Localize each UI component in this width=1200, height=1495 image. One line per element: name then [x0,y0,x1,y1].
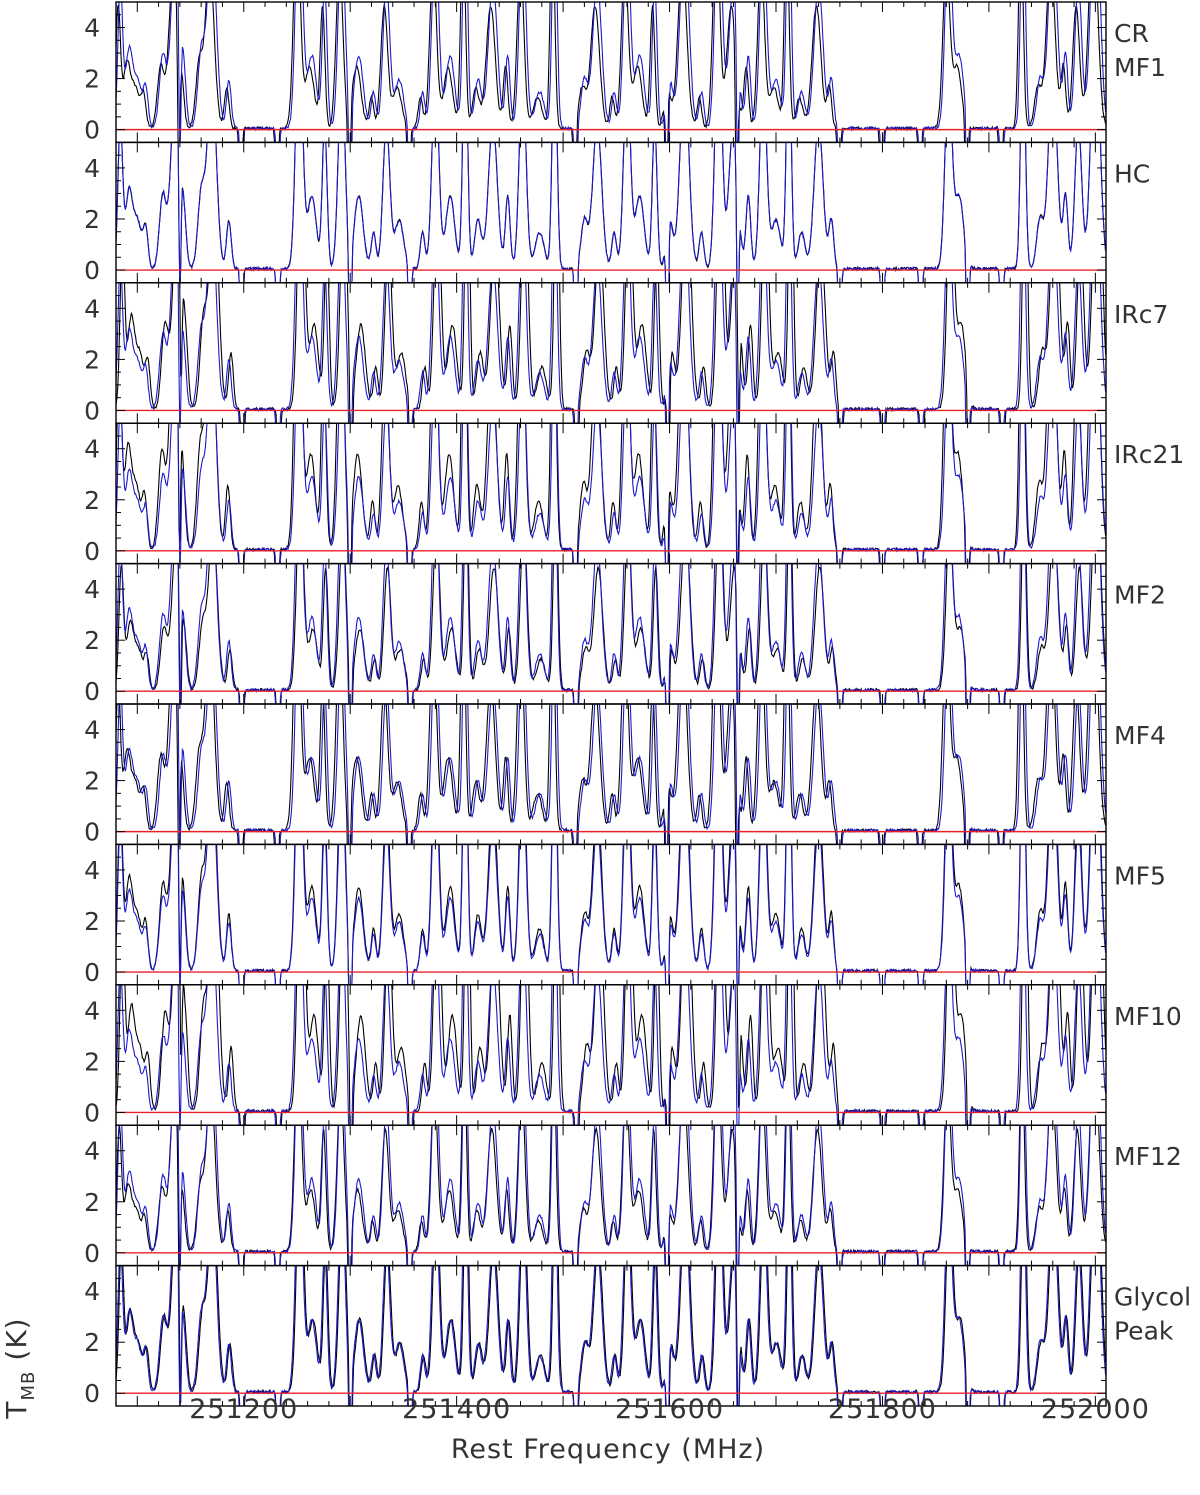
panel-label: Peak [1114,1317,1174,1346]
model-spectrum [116,1265,1106,1406]
model-spectrum [116,844,1106,985]
y-tick-label: 4 [84,294,100,323]
panel-frame [115,282,1107,424]
panel-frame [115,843,1107,986]
spectrum-panel: 0 2 4 MF12 [84,1124,1182,1268]
y-tick-label: 2 [84,1047,100,1076]
y-tick-label: 0 [84,116,100,145]
spectrum-panel: 0 2 4 MF4 [84,703,1166,847]
y-tick-label: 2 [84,65,100,94]
panel-label: CR [1114,19,1149,48]
x-tick-label: 251800 [828,1394,937,1425]
spectrum-panel: 0 2 4 CR MF1 [84,1,1166,145]
y-tick-label: 0 [84,256,100,285]
spectrum-panel: 0 2 4 MF10 [84,984,1182,1127]
y-tick-label: 0 [84,1239,100,1268]
panel-label: HC [1114,159,1150,188]
panel-label: IRc7 [1114,300,1168,329]
y-tick-label: 2 [84,486,100,515]
observed-spectrum [116,423,1106,564]
y-tick-label: 0 [84,958,100,987]
y-tick-label: 2 [84,345,100,374]
y-tick-label: 4 [84,856,100,885]
panel-label: MF5 [1114,861,1166,890]
y-tick-label: 4 [84,716,100,745]
model-spectrum [116,282,1106,424]
y-tick-label: 0 [84,537,100,566]
y-tick-label: 0 [84,818,100,847]
x-tick-label: 251400 [402,1394,511,1425]
observed-spectrum [116,563,1106,704]
observed-spectrum [116,704,1106,845]
observed-spectrum [116,844,1106,985]
observed-spectrum [116,282,1106,424]
y-tick-label: 0 [84,396,100,425]
panel-label: MF4 [1114,721,1166,750]
y-axis-label-sub: MB [18,1371,39,1401]
y-tick-label: 4 [84,575,100,604]
y-tick-label: 0 [84,1098,100,1127]
x-tick-label: 251200 [189,1394,298,1425]
y-tick-label: 4 [84,1277,100,1306]
y-axis-label: TMB (K) [0,1317,39,1419]
panel-label: MF2 [1114,581,1166,610]
y-tick-label: 0 [84,677,100,706]
model-spectrum [116,2,1106,143]
panel-label: MF10 [1114,1002,1182,1031]
spectrum-panel: 0 2 4 MF2 [84,562,1166,706]
x-tick-label: 252000 [1041,1394,1150,1425]
y-tick-label: 4 [84,14,100,43]
panel-frame [115,562,1107,705]
y-tick-label: 2 [84,767,100,796]
x-axis-label: Rest Frequency (MHz) [451,1434,765,1465]
spectrum-panel: 0 2 4 IRc7 [84,282,1168,425]
panel-frame [115,422,1107,565]
y-tick-label: 2 [84,1328,100,1357]
y-tick-label: 4 [84,435,100,464]
observed-spectrum [116,2,1106,143]
y-tick-label: 4 [84,1137,100,1166]
model-spectrum [116,704,1106,845]
model-spectrum [116,142,1106,283]
panel-label: IRc21 [1114,440,1184,469]
spectrum-panel: 0 2 4 MF5 [84,843,1166,987]
model-spectrum [116,563,1106,704]
y-axis-label-main: T [0,1401,33,1420]
y-tick-label: 2 [84,205,100,234]
panel-label: MF12 [1114,1142,1182,1171]
observed-spectrum [116,1265,1106,1406]
model-spectrum [116,423,1106,564]
svg-text:TMB(K): TMB (K) [0,1317,39,1419]
y-tick-label: 4 [84,154,100,183]
observed-spectrum [116,142,1106,283]
panel-frame [115,1124,1107,1267]
panel-frame [115,1264,1107,1407]
panel-frame [115,1,1107,144]
y-tick-label: 2 [84,626,100,655]
y-tick-label: 2 [84,907,100,936]
panel-frame [115,703,1107,846]
y-axis-label-unit: (K) [0,1317,33,1360]
x-axis: 251200 251400 251600 251800 252000 [189,1394,1150,1425]
model-spectrum [116,984,1106,1126]
y-tick-label: 4 [84,996,100,1025]
y-tick-label: 0 [84,1379,100,1408]
spectrum-panel: 0 2 4 Glycol Peak [84,1264,1191,1408]
observed-spectrum [116,984,1106,1126]
spectrum-panel: 0 2 4 HC [84,141,1150,285]
panel-frame [115,141,1107,284]
panel-label: MF1 [1114,53,1166,82]
model-spectrum [116,1125,1106,1266]
panel-label: Glycol [1114,1283,1191,1312]
x-tick-label: 251600 [615,1394,724,1425]
y-tick-label: 2 [84,1188,100,1217]
